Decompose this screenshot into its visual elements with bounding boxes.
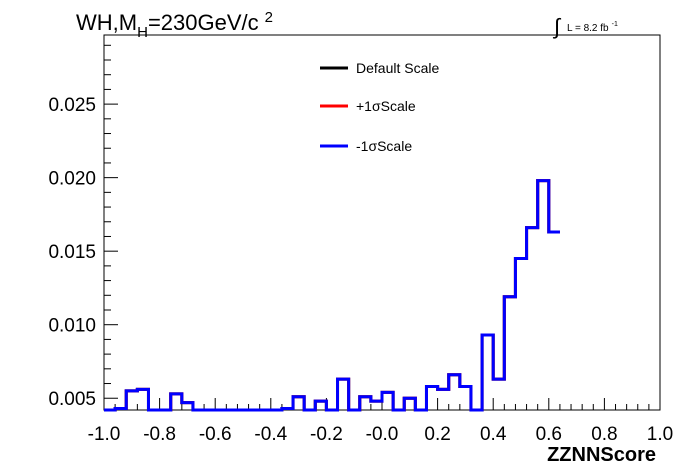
title-prefix: WH,M: [76, 10, 137, 35]
x-tick-label: 0.4: [480, 424, 507, 445]
x-tick-label: 0.2: [424, 424, 450, 445]
lumi-text: L = 8.2 fb: [567, 23, 609, 34]
lumi-label: L = 8.2 fb -1: [567, 21, 618, 34]
y-tick-label: 0.015: [48, 242, 96, 263]
title-suffix: =230GeV/c: [148, 10, 259, 35]
series-layer: [104, 179, 560, 412]
x-axis-label: ZZNNScore: [547, 444, 656, 466]
x-tick-label: 1.0: [647, 424, 673, 445]
y-tick-label: 0.025: [48, 95, 96, 116]
x-tick-label: -0.0: [366, 424, 399, 445]
x-tick-labels: -1.0 -0.8 -0.6 -0.4 -0.2 -0.0 0.2 0.4 0.6 0.8 1.0: [88, 424, 674, 445]
title-subscript: H: [137, 24, 148, 41]
y-tick-label: 0.010: [48, 316, 96, 337]
title-superscript: 2: [265, 9, 273, 26]
x-tick-label: -0.4: [254, 424, 287, 445]
series-minus1sigma-scale: [104, 179, 560, 412]
x-tick-label: 0.8: [591, 424, 617, 445]
x-tick-label: 0.6: [536, 424, 562, 445]
legend-label-minus1sigma: -1σScale: [356, 138, 412, 154]
x-tick-label: -0.8: [143, 424, 176, 445]
chart-title: WH,MH=230GeV/c 2: [76, 9, 273, 41]
y-tick-label: 0.005: [48, 389, 96, 410]
lumi-superscript: -1: [612, 21, 618, 28]
lumi-integral-sign: ∫: [552, 14, 562, 39]
legend-label-plus1sigma: +1σScale: [356, 98, 416, 114]
x-tick-label: -1.0: [88, 424, 121, 445]
x-tick-label: -0.2: [310, 424, 343, 445]
y-tick-labels: 0.005 0.010 0.015 0.020 0.025: [48, 95, 96, 410]
legend: Default Scale +1σScale -1σScale: [320, 60, 439, 154]
legend-label-default: Default Scale: [356, 60, 439, 76]
y-tick-label: 0.020: [48, 169, 96, 190]
x-tick-label: -0.6: [199, 424, 232, 445]
